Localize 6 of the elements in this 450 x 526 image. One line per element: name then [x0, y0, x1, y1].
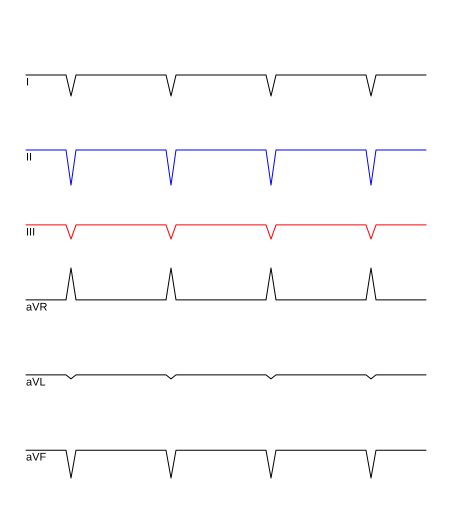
series-label: III	[26, 226, 36, 238]
series-label: aVR	[26, 301, 48, 314]
series-label: II	[26, 151, 32, 164]
series-label: I	[26, 76, 30, 88]
series-label: aVL	[26, 376, 46, 388]
series-label: aVF	[26, 452, 46, 464]
